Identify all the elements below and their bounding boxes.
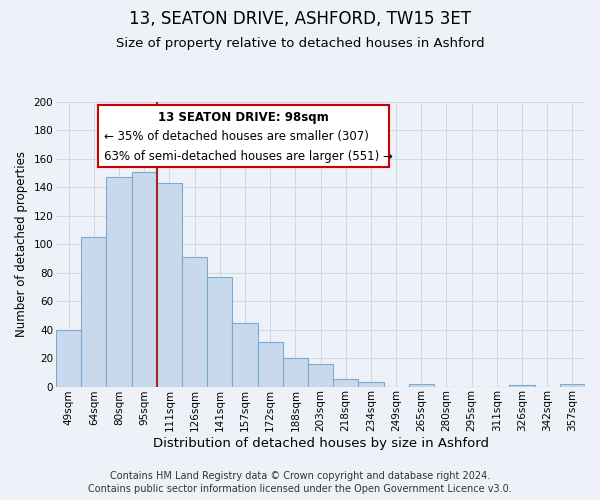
Y-axis label: Number of detached properties: Number of detached properties	[15, 152, 28, 338]
Bar	[56, 330, 81, 386]
Bar	[333, 380, 358, 386]
X-axis label: Distribution of detached houses by size in Ashford: Distribution of detached houses by size …	[152, 437, 488, 450]
Bar	[182, 257, 207, 386]
Bar	[409, 384, 434, 386]
Bar	[131, 172, 157, 386]
Bar	[207, 277, 232, 386]
Bar	[509, 385, 535, 386]
Text: Contains HM Land Registry data © Crown copyright and database right 2024.: Contains HM Land Registry data © Crown c…	[110, 471, 490, 481]
Bar	[81, 237, 106, 386]
Text: 63% of semi-detached houses are larger (551) →: 63% of semi-detached houses are larger (…	[104, 150, 392, 164]
Text: 13, SEATON DRIVE, ASHFORD, TW15 3ET: 13, SEATON DRIVE, ASHFORD, TW15 3ET	[129, 10, 471, 28]
FancyBboxPatch shape	[98, 105, 389, 168]
Bar	[106, 178, 131, 386]
Bar	[257, 342, 283, 386]
Bar	[283, 358, 308, 386]
Bar	[560, 384, 585, 386]
Text: Size of property relative to detached houses in Ashford: Size of property relative to detached ho…	[116, 38, 484, 51]
Bar	[157, 183, 182, 386]
Bar	[358, 382, 383, 386]
Bar	[308, 364, 333, 386]
Bar	[232, 322, 257, 386]
Text: Contains public sector information licensed under the Open Government Licence v3: Contains public sector information licen…	[88, 484, 512, 494]
Text: ← 35% of detached houses are smaller (307): ← 35% of detached houses are smaller (30…	[104, 130, 368, 143]
Text: 13 SEATON DRIVE: 98sqm: 13 SEATON DRIVE: 98sqm	[158, 110, 329, 124]
